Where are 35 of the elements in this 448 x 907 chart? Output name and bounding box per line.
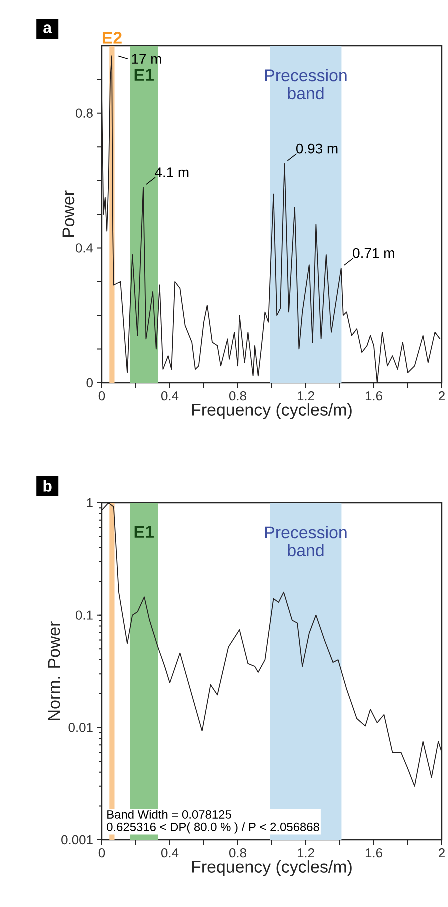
band-label: E1 [134, 69, 154, 81]
y-axis-title: Power [62, 190, 75, 238]
x-tick-label: 0.4 [162, 848, 179, 858]
y-tick-label: 0.4 [76, 244, 94, 253]
band-label: Precession band [266, 526, 347, 557]
x-tick-label: 1.2 [298, 392, 314, 401]
x-tick-label: 1.2 [298, 848, 314, 858]
band-label: Precession band [266, 69, 347, 100]
band-label: E2 [102, 32, 122, 44]
y-tick-label: 0.01 [68, 723, 93, 732]
y-tick-label: 0.8 [76, 108, 93, 118]
x-tick-label: 0 [98, 392, 106, 401]
annotation: 0.93 m [296, 144, 338, 154]
y-tick-label: 0.1 [76, 610, 93, 620]
band-label: E1 [134, 526, 154, 538]
annotation: Band Width = 0.078125 [108, 810, 232, 819]
x-tick-label: 0 [98, 848, 106, 858]
x-tick-label: 0.8 [230, 848, 246, 858]
x-axis-title: Frequency (cycles/m) [192, 404, 352, 420]
annotation: 0.625316 < DP( 80.0 % ) / P < 2.056868 [107, 822, 320, 834]
annotation: 4.1 m [154, 168, 189, 178]
x-tick-label: 0.4 [162, 392, 179, 401]
y-tick-label: 0 [86, 378, 93, 388]
y-tick-label: 0.001 [62, 835, 93, 845]
x-tick-label: 1.6 [366, 392, 382, 401]
y-tick-label: 1 [87, 498, 93, 508]
x-tick-label: 2 [439, 392, 445, 401]
x-tick-label: 2 [439, 848, 445, 858]
x-tick-label: 0.8 [230, 392, 246, 401]
x-tick-label: 1.6 [366, 848, 382, 858]
y-axis-title: Norm. Power [48, 622, 60, 720]
annotation: 0.71 m [353, 248, 394, 258]
chart-title: b [44, 480, 52, 492]
chart-title: a [44, 24, 52, 34]
x-axis-title: Frequency (cycles/m) [192, 860, 352, 876]
